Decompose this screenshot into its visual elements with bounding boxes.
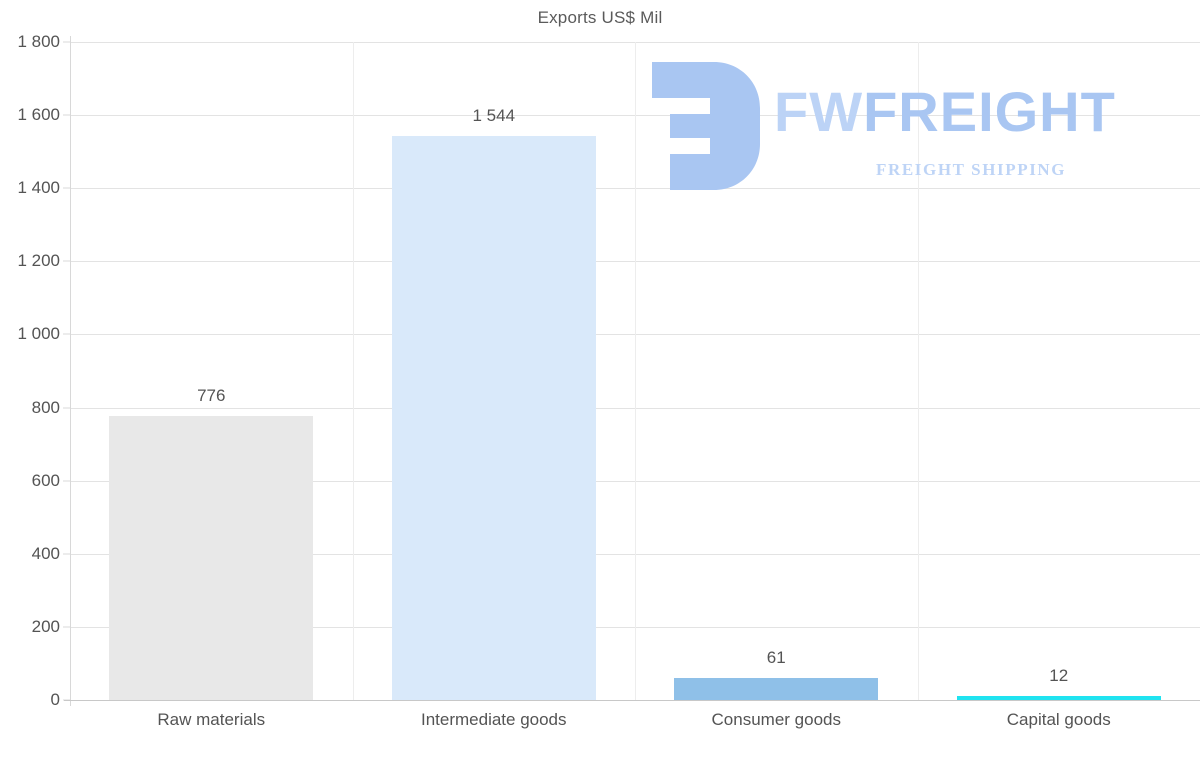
y-axis-tick-label: 400 (31, 543, 60, 563)
y-axis-tick-label: 1 600 (17, 105, 60, 125)
bar[interactable] (109, 416, 314, 700)
x-axis-category-label: Raw materials (157, 710, 266, 729)
bar[interactable] (391, 135, 596, 700)
gridline-vertical (353, 42, 354, 700)
bar-value-label: 12 (1049, 665, 1069, 685)
y-axis-tick-label: 200 (31, 616, 60, 636)
y-axis-tick-mark (63, 626, 70, 628)
y-axis-tick-label: 1 800 (17, 32, 60, 51)
bar-value-label: 61 (766, 647, 786, 667)
y-axis-tick-label: 1 400 (17, 178, 60, 198)
y-axis-tick-mark (63, 553, 70, 555)
x-axis-line (64, 700, 1200, 701)
gridline-vertical (918, 42, 919, 700)
x-axis-category-label: Capital goods (1006, 710, 1111, 729)
y-axis-tick-mark (63, 114, 70, 116)
bar-value-label: 1 544 (472, 105, 516, 125)
plot-area (64, 36, 1200, 706)
y-axis-tick-mark (63, 260, 70, 262)
y-axis-line (70, 36, 71, 706)
chart-title: Exports US$ Mil (537, 8, 663, 27)
y-axis-tick-label: 1 200 (17, 251, 60, 271)
y-axis-tick-mark (63, 41, 70, 43)
y-axis-tick-label: 0 (50, 690, 60, 709)
y-axis-tick-mark (63, 480, 70, 482)
gridline-vertical (635, 42, 636, 700)
bar-value-label: 776 (197, 386, 226, 406)
bar[interactable] (674, 677, 879, 700)
x-axis-category-label: Intermediate goods (420, 710, 567, 729)
y-axis-tick-mark (63, 407, 70, 409)
x-axis-category-label: Consumer goods (711, 710, 841, 729)
bar[interactable] (956, 695, 1161, 700)
y-axis-tick-label: 800 (31, 397, 60, 417)
y-axis-tick-label: 1 000 (17, 324, 60, 344)
y-axis-tick-mark (63, 187, 70, 189)
y-axis-tick-mark (63, 333, 70, 335)
y-axis-tick-label: 600 (31, 470, 60, 490)
